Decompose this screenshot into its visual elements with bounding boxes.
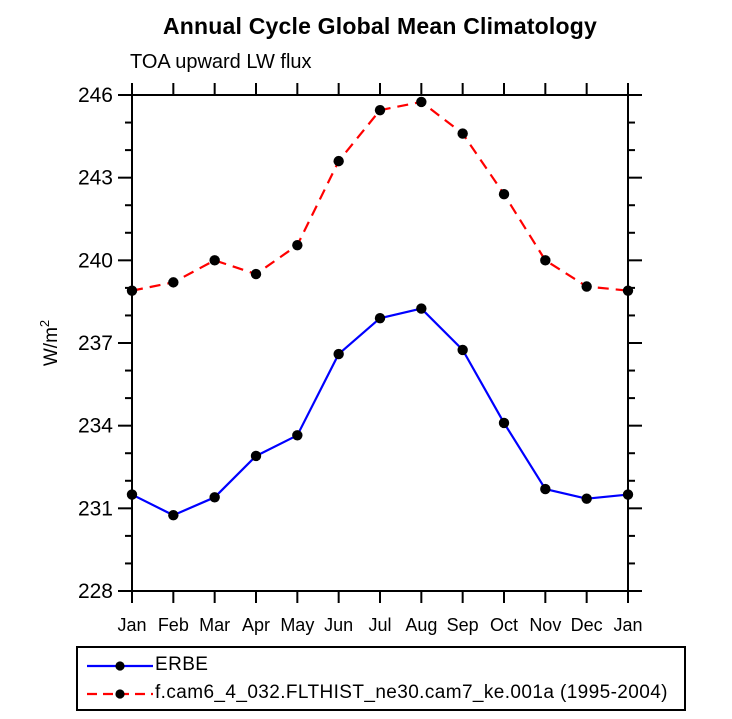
- svg-text:Feb: Feb: [158, 615, 189, 635]
- legend-item-erbe: ERBE: [83, 651, 684, 679]
- svg-text:228: 228: [78, 580, 113, 603]
- legend-line-sample-solid: [87, 660, 153, 671]
- legend-label-erbe: ERBE: [155, 653, 209, 675]
- svg-text:243: 243: [78, 167, 113, 190]
- chart-subtitle: TOA upward LW flux: [130, 51, 312, 73]
- svg-text:231: 231: [78, 497, 113, 520]
- svg-text:Oct: Oct: [490, 615, 518, 635]
- svg-text:Jun: Jun: [324, 615, 353, 635]
- svg-text:Sep: Sep: [447, 615, 479, 635]
- svg-text:Nov: Nov: [529, 615, 561, 635]
- svg-text:246: 246: [78, 84, 113, 107]
- svg-text:W/m2: W/m2: [37, 320, 62, 366]
- svg-text:237: 237: [78, 332, 113, 355]
- svg-text:Dec: Dec: [571, 615, 603, 635]
- legend: ERBE f.cam6_4_032.FLTHIST_ne30.cam7_ke.0…: [76, 646, 686, 711]
- svg-text:May: May: [280, 615, 314, 635]
- svg-text:Jan: Jan: [117, 615, 146, 635]
- svg-text:Jul: Jul: [368, 615, 391, 635]
- legend-line-sample-dashed: [87, 688, 153, 699]
- legend-label-model: f.cam6_4_032.FLTHIST_ne30.cam7_ke.001a (…: [155, 681, 668, 703]
- svg-text:Apr: Apr: [242, 615, 270, 635]
- svg-text:Mar: Mar: [199, 615, 230, 635]
- svg-text:Jan: Jan: [613, 615, 642, 635]
- legend-item-model: f.cam6_4_032.FLTHIST_ne30.cam7_ke.001a (…: [83, 679, 684, 707]
- chart-title: Annual Cycle Global Mean Climatology: [162, 13, 598, 39]
- svg-text:234: 234: [78, 415, 113, 438]
- svg-text:240: 240: [78, 249, 113, 272]
- svg-text:Aug: Aug: [405, 615, 437, 635]
- plot-area: Jan Feb Mar Apr May Jun Jul Aug Sep Oct Nov Dec Jan2…: [37, 83, 643, 635]
